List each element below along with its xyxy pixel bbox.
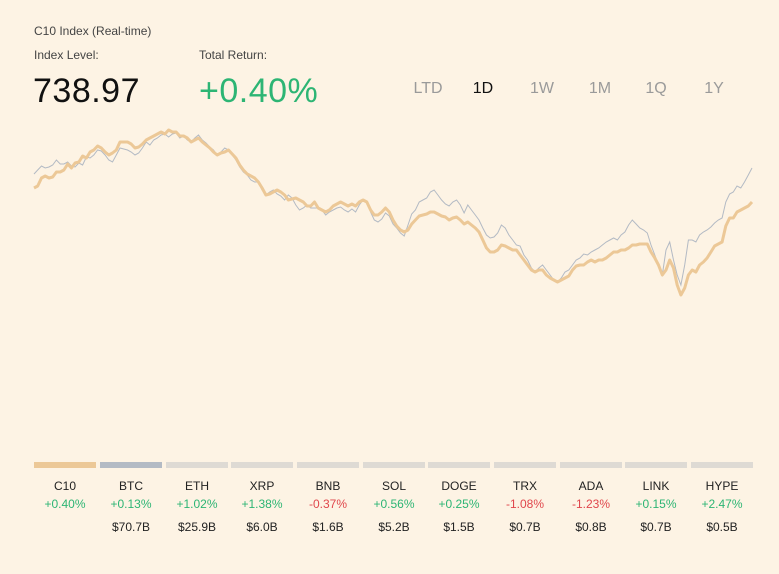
asset-color-bar [494, 462, 556, 468]
asset-cap: $0.7B [640, 520, 672, 534]
asset-cap [34, 520, 96, 535]
asset-eth[interactable]: ETH +1.02% $25.9B [166, 462, 228, 535]
asset-trx[interactable]: TRX -1.08% $0.7B [494, 462, 556, 535]
asset-change: +0.56% [373, 497, 415, 511]
asset-hype[interactable]: HYPE +2.47% $0.5B [691, 462, 753, 535]
asset-change: -1.08% [505, 497, 545, 511]
asset-xrp[interactable]: XRP +1.38% $6.0B [231, 462, 293, 535]
asset-symbol: BTC [119, 479, 143, 493]
range-ltd[interactable]: LTD [413, 80, 443, 97]
asset-doge[interactable]: DOGE +0.25% $1.5B [428, 462, 490, 535]
asset-ada[interactable]: ADA -1.23% $0.8B [560, 462, 622, 535]
asset-color-bar [231, 462, 293, 468]
range-1m[interactable]: 1M [588, 80, 612, 97]
asset-color-bar [100, 462, 162, 468]
asset-color-bar [560, 462, 622, 468]
index-level-value: 738.97 [33, 72, 140, 110]
range-1d[interactable]: 1D [472, 80, 494, 97]
asset-symbol: ETH [185, 479, 209, 493]
asset-btc[interactable]: BTC +0.13% $70.7B [100, 462, 162, 535]
asset-symbol: DOGE [441, 479, 477, 493]
asset-color-bar [34, 462, 96, 468]
asset-link[interactable]: LINK +0.15% $0.7B [625, 462, 687, 535]
asset-cap: $70.7B [111, 520, 151, 534]
range-1q[interactable]: 1Q [645, 80, 667, 97]
asset-color-bar [363, 462, 425, 468]
asset-color-bar [297, 462, 359, 468]
asset-color-bar [625, 462, 687, 468]
asset-cap: $5.2B [378, 520, 410, 534]
asset-cap: $0.7B [509, 520, 541, 534]
asset-symbol: LINK [642, 479, 670, 493]
asset-cap: $25.9B [177, 520, 217, 534]
total-return-value: +0.40% [199, 72, 319, 110]
asset-color-bar [691, 462, 753, 468]
time-range-selector: LTD 1D 1W 1M 1Q 1Y [0, 80, 779, 102]
c10-series-line [33, 128, 754, 297]
range-1y[interactable]: 1Y [704, 80, 724, 97]
asset-cap: $6.0B [246, 520, 278, 534]
asset-symbol: ADA [578, 479, 604, 493]
asset-cap: $0.8B [575, 520, 607, 534]
index-title: C10 Index (Real-time) [34, 24, 152, 38]
asset-change: +2.47% [701, 497, 743, 511]
asset-symbol: BNB [315, 479, 341, 493]
asset-cap: $1.5B [443, 520, 475, 534]
asset-change: +1.38% [241, 497, 283, 511]
asset-symbol: HYPE [705, 479, 739, 493]
asset-sol[interactable]: SOL +0.56% $5.2B [363, 462, 425, 535]
asset-change: -1.23% [571, 497, 611, 511]
range-1w[interactable]: 1W [530, 80, 554, 97]
asset-strip: C10 +0.40% BTC +0.13% $70.7B ETH +1.02% … [0, 462, 779, 572]
asset-cap: $0.5B [706, 520, 738, 534]
asset-change: +1.02% [176, 497, 218, 511]
index-chart[interactable] [0, 120, 779, 410]
asset-symbol: SOL [381, 479, 406, 493]
asset-change: +0.25% [438, 497, 480, 511]
asset-change: -0.37% [308, 497, 348, 511]
asset-symbol: XRP [249, 479, 275, 493]
asset-c10[interactable]: C10 +0.40% [34, 462, 96, 535]
index-level-label: Index Level: [34, 48, 99, 62]
asset-bnb[interactable]: BNB -0.37% $1.6B [297, 462, 359, 535]
asset-color-bar [428, 462, 490, 468]
asset-color-bar [166, 462, 228, 468]
btc-series-line [33, 132, 753, 287]
total-return-label: Total Return: [199, 48, 268, 62]
asset-symbol: TRX [513, 479, 537, 493]
asset-cap: $1.6B [312, 520, 344, 534]
asset-change: +0.13% [110, 497, 152, 511]
asset-change: +0.40% [44, 497, 86, 511]
asset-symbol: C10 [53, 479, 76, 493]
asset-change: +0.15% [635, 497, 677, 511]
